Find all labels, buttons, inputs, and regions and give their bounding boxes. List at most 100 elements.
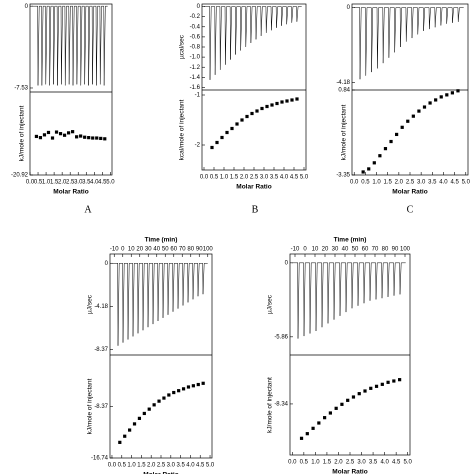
peak bbox=[399, 262, 406, 295]
x-tick-label: 3.0 bbox=[260, 175, 269, 181]
time-tick-label: 30 bbox=[145, 247, 152, 253]
data-point bbox=[434, 98, 438, 102]
time-axis-label: Time (min) bbox=[145, 237, 178, 244]
x-axis-label: Molar Ratio bbox=[236, 184, 271, 191]
x-tick-label: 5.0 bbox=[300, 175, 309, 181]
data-point bbox=[351, 395, 356, 399]
data-point bbox=[340, 402, 344, 406]
data-point bbox=[132, 422, 137, 426]
peak bbox=[137, 263, 143, 334]
peak bbox=[49, 5, 54, 86]
data-point bbox=[374, 384, 379, 388]
x-tick-label: 2.5 bbox=[406, 180, 415, 186]
data-point bbox=[123, 434, 127, 438]
data-point bbox=[34, 134, 39, 139]
data-point bbox=[357, 392, 361, 396]
y-tick-label: -8.37 bbox=[94, 404, 108, 410]
data-point bbox=[191, 384, 195, 388]
peak bbox=[41, 5, 46, 86]
data-point bbox=[275, 101, 279, 106]
data-point bbox=[99, 136, 103, 141]
data-point bbox=[240, 118, 244, 122]
y-tick-label: -1.2 bbox=[190, 65, 201, 71]
y-axis-label: kJ/mole of injectant bbox=[19, 105, 26, 161]
peak bbox=[297, 262, 304, 339]
peak bbox=[197, 263, 203, 297]
data-point bbox=[445, 93, 449, 97]
x-tick-label: 1.5 bbox=[137, 463, 146, 469]
data-point bbox=[395, 132, 399, 137]
y-tick-label: -16.74 bbox=[91, 456, 109, 462]
x-tick-label: 0.0 bbox=[108, 463, 117, 469]
x-tick-label: 1.5 bbox=[50, 180, 59, 186]
data-point bbox=[42, 133, 47, 137]
x-tick-label: 4.5 bbox=[450, 180, 459, 186]
data-point bbox=[372, 161, 376, 165]
peak bbox=[303, 262, 310, 337]
peak bbox=[296, 6, 302, 22]
peak bbox=[369, 262, 376, 301]
x-tick-label: 2.0 bbox=[58, 180, 67, 186]
data-point bbox=[383, 147, 388, 151]
y-tick-label: -4.18 bbox=[336, 80, 350, 86]
y-tick-label: -3.35 bbox=[336, 173, 350, 179]
peak bbox=[423, 7, 430, 31]
data-point bbox=[398, 378, 402, 382]
peak bbox=[53, 5, 58, 85]
peak bbox=[387, 262, 394, 297]
time-tick-label: 80 bbox=[187, 247, 194, 253]
peak bbox=[405, 7, 412, 42]
x-tick-label: 2.5 bbox=[250, 175, 259, 181]
peak bbox=[428, 7, 435, 30]
peak bbox=[399, 7, 406, 48]
data-point bbox=[380, 382, 384, 386]
x-tick-label: 4.5 bbox=[98, 180, 107, 186]
data-point bbox=[428, 101, 432, 105]
peak bbox=[76, 5, 81, 85]
peak bbox=[393, 262, 400, 296]
x-tick-label: 3.0 bbox=[74, 180, 83, 186]
time-tick-label: 10 bbox=[312, 247, 319, 253]
y-axis-label: kcal/mole of injectant bbox=[179, 99, 186, 160]
peak bbox=[235, 6, 241, 55]
data-point bbox=[46, 130, 51, 135]
x-tick-label: 2.5 bbox=[346, 460, 355, 466]
peak bbox=[250, 6, 256, 43]
time-tick-label: 60 bbox=[362, 247, 369, 253]
data-point bbox=[38, 136, 43, 140]
y-tick-label: -8.34 bbox=[274, 402, 288, 408]
data-point bbox=[181, 387, 186, 391]
x-tick-label: 0.0 bbox=[288, 460, 297, 466]
peak bbox=[270, 6, 277, 31]
data-point bbox=[215, 140, 219, 145]
peak bbox=[245, 6, 251, 48]
peak bbox=[167, 263, 173, 315]
x-tick-label: 1.0 bbox=[42, 180, 51, 186]
peak bbox=[127, 263, 133, 340]
peak bbox=[214, 6, 220, 75]
y-tick-label: -2 bbox=[195, 143, 201, 149]
peak bbox=[192, 263, 198, 300]
peak bbox=[45, 5, 50, 85]
x-tick-label: 0.5 bbox=[118, 463, 127, 469]
y-tick-label: -20.92 bbox=[11, 173, 29, 179]
data-point bbox=[196, 382, 200, 387]
peak bbox=[260, 6, 266, 36]
x-tick-label: 1.5 bbox=[230, 175, 239, 181]
time-tick-label: 90 bbox=[196, 247, 203, 253]
x-tick-label: 2.0 bbox=[334, 460, 343, 466]
y-axis-label: kJ/mole of injectant bbox=[87, 378, 94, 434]
data-point bbox=[128, 428, 132, 432]
x-tick-label: 3.5 bbox=[176, 463, 185, 469]
data-point bbox=[323, 416, 327, 420]
x-tick-label: 1.5 bbox=[384, 180, 393, 186]
x-tick-label: 0.0 bbox=[26, 180, 35, 186]
data-point bbox=[361, 170, 365, 174]
y-axis-label: kJ/mole of injectant bbox=[267, 377, 274, 433]
data-point bbox=[186, 385, 191, 389]
data-point bbox=[439, 95, 443, 99]
peak bbox=[357, 262, 364, 306]
x-tick-label: 3.0 bbox=[167, 463, 176, 469]
plot-frame bbox=[289, 253, 411, 456]
